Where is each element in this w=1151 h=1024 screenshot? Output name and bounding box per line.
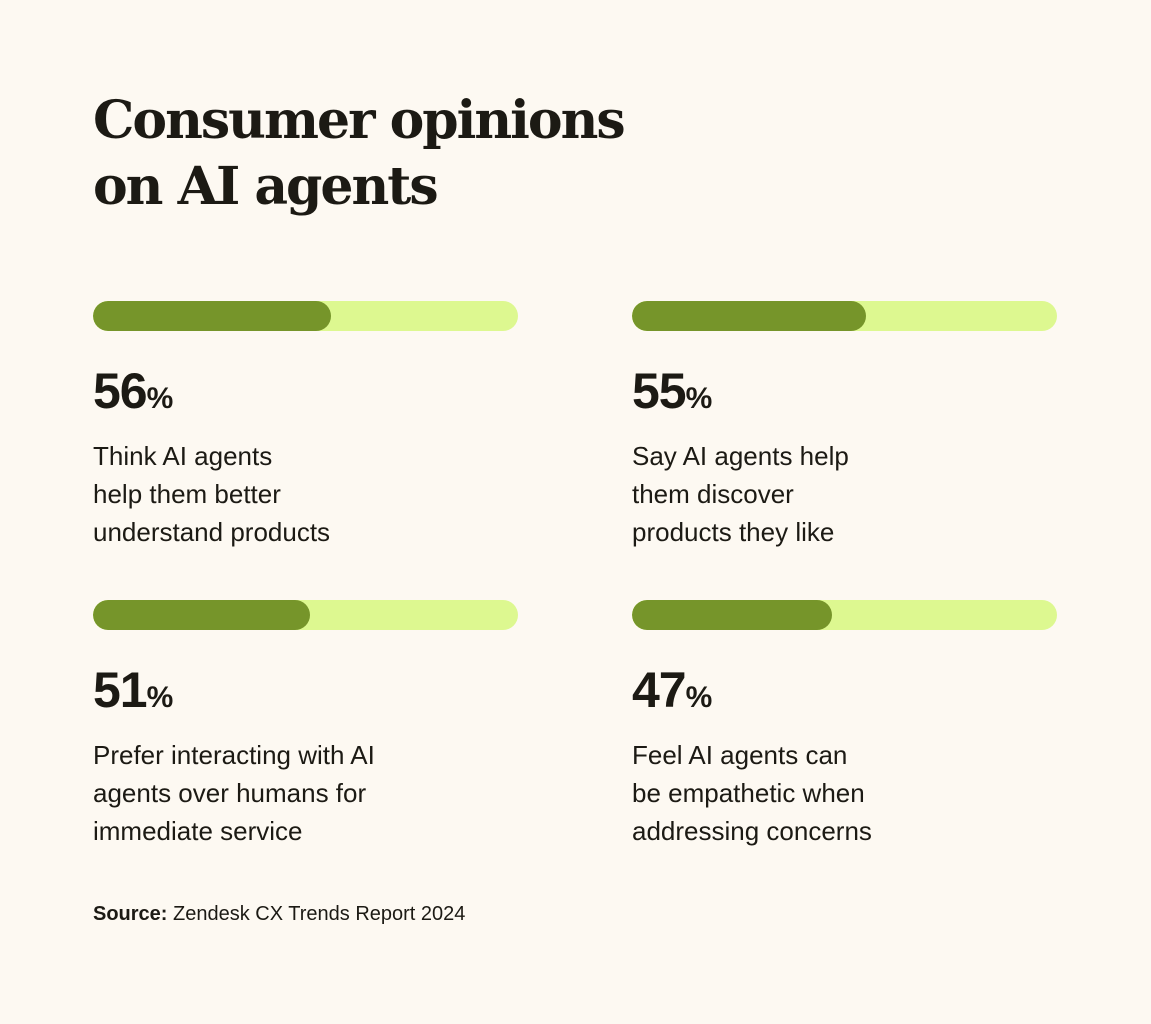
stat-description: Feel AI agents can be empathetic when addr… xyxy=(632,736,1057,850)
stat-card: 55% Say AI agents help them discover produ… xyxy=(632,301,1057,551)
progress-fill xyxy=(632,600,832,630)
stat-card: 56% Think AI agents help them better under… xyxy=(93,301,518,551)
stat-card: 51% Prefer interacting with AI agents ove… xyxy=(93,600,518,850)
progress-track xyxy=(93,600,518,630)
stat-description: Think AI agents help them better understan… xyxy=(93,437,518,551)
progress-fill xyxy=(93,301,331,331)
description-line: help them better xyxy=(93,479,281,509)
source-text: Zendesk CX Trends Report 2024 xyxy=(167,903,466,925)
percent-sign: % xyxy=(146,382,174,415)
description-line: agents over humans for xyxy=(93,778,367,808)
stat-value: 51% xyxy=(93,662,518,726)
stat-number: 56 xyxy=(93,363,148,419)
description-line: understand products xyxy=(93,517,331,547)
progress-track xyxy=(632,600,1057,630)
progress-fill xyxy=(632,301,866,331)
percent-sign: % xyxy=(146,681,174,714)
description-line: addressing concerns xyxy=(632,816,872,846)
percent-sign: % xyxy=(685,382,713,415)
description-line: them discover xyxy=(632,479,794,509)
stat-description: Prefer interacting with AI agents over hu… xyxy=(93,736,518,850)
description-line: be empathetic when xyxy=(632,778,865,808)
percent-sign: % xyxy=(685,681,713,714)
stat-number: 51 xyxy=(93,662,148,718)
title-line: on AI agents xyxy=(93,156,439,217)
source-label: Source: xyxy=(93,903,168,925)
description-line: immediate service xyxy=(93,816,303,846)
description-line: Say AI agents help xyxy=(632,441,849,471)
page-title: Consumer opinions on AI agents xyxy=(93,88,626,220)
stat-value: 55% xyxy=(632,363,1057,427)
description-line: Feel AI agents can xyxy=(632,740,848,770)
description-line: Think AI agents xyxy=(93,441,273,471)
source-note: Source: Zendesk CX Trends Report 2024 xyxy=(93,903,465,926)
title-line: Consumer opinions xyxy=(93,90,626,151)
stat-card: 47% Feel AI agents can be empathetic when… xyxy=(632,600,1057,850)
progress-track xyxy=(632,301,1057,331)
stat-value: 56% xyxy=(93,363,518,427)
stat-number: 47 xyxy=(632,662,687,718)
stat-description: Say AI agents help them discover products … xyxy=(632,437,1057,551)
description-line: products they like xyxy=(632,517,835,547)
stat-number: 55 xyxy=(632,363,687,419)
progress-fill xyxy=(93,600,310,630)
stat-value: 47% xyxy=(632,662,1057,726)
description-line: Prefer interacting with AI xyxy=(93,740,375,770)
progress-track xyxy=(93,301,518,331)
